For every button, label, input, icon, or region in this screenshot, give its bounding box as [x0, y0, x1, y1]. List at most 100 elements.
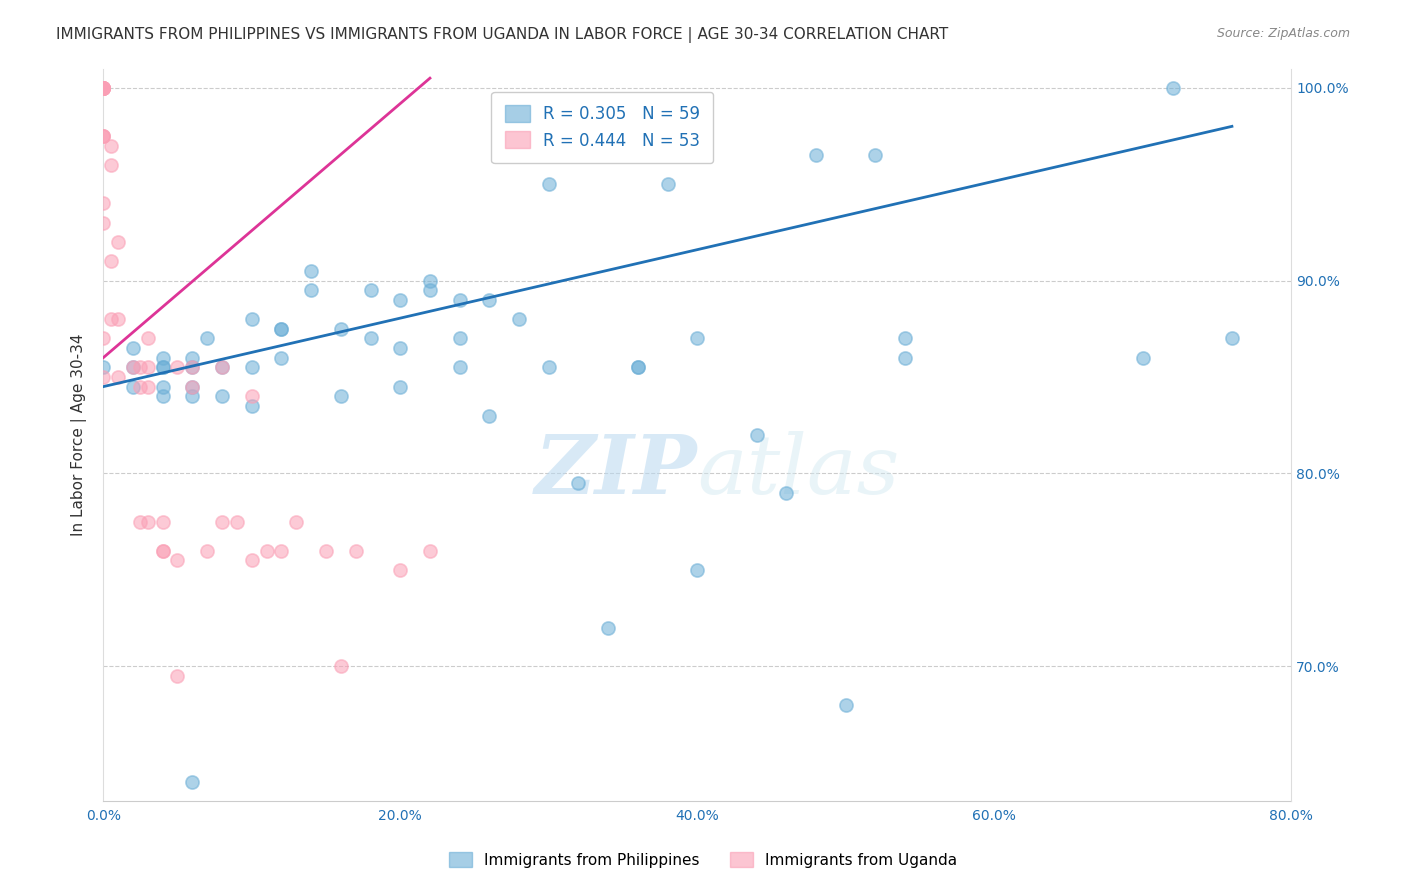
Point — [166, 360, 188, 375]
Point — [136, 331, 159, 345]
Point — [344, 543, 367, 558]
Point — [91, 80, 114, 95]
Point — [166, 553, 188, 567]
Point — [508, 312, 530, 326]
Point — [389, 293, 412, 307]
Point — [152, 351, 174, 365]
Point — [211, 360, 233, 375]
Point — [389, 563, 412, 577]
Point — [894, 331, 917, 345]
Point — [100, 158, 122, 172]
Point — [478, 293, 501, 307]
Point — [240, 553, 263, 567]
Point — [240, 312, 263, 326]
Point — [627, 360, 650, 375]
Point — [91, 128, 114, 143]
Point — [449, 331, 471, 345]
Text: ZIP: ZIP — [534, 432, 697, 511]
Point — [195, 543, 218, 558]
Point — [1161, 80, 1184, 95]
Point — [865, 148, 887, 162]
Point — [211, 360, 233, 375]
Point — [627, 360, 650, 375]
Point — [91, 196, 114, 211]
Point — [329, 659, 352, 673]
Point — [567, 476, 589, 491]
Point — [1220, 331, 1243, 345]
Point — [329, 389, 352, 403]
Point — [136, 360, 159, 375]
Point — [270, 322, 292, 336]
Y-axis label: In Labor Force | Age 30-34: In Labor Force | Age 30-34 — [72, 334, 87, 536]
Point — [315, 543, 337, 558]
Point — [107, 370, 129, 384]
Point — [91, 80, 114, 95]
Legend: R = 0.305   N = 59, R = 0.444   N = 53: R = 0.305 N = 59, R = 0.444 N = 53 — [491, 92, 713, 163]
Point — [835, 698, 858, 712]
Point — [181, 379, 204, 393]
Point — [152, 389, 174, 403]
Point — [419, 543, 441, 558]
Point — [181, 379, 204, 393]
Text: Source: ZipAtlas.com: Source: ZipAtlas.com — [1216, 27, 1350, 40]
Point — [91, 128, 114, 143]
Point — [329, 322, 352, 336]
Point — [152, 379, 174, 393]
Point — [657, 177, 679, 191]
Point — [152, 543, 174, 558]
Point — [225, 515, 247, 529]
Point — [91, 80, 114, 95]
Point — [91, 80, 114, 95]
Point — [270, 543, 292, 558]
Point — [181, 360, 204, 375]
Point — [686, 563, 709, 577]
Point — [598, 621, 620, 635]
Point — [91, 360, 114, 375]
Point — [299, 264, 322, 278]
Point — [91, 80, 114, 95]
Point — [91, 216, 114, 230]
Point — [1132, 351, 1154, 365]
Point — [122, 360, 145, 375]
Point — [129, 515, 152, 529]
Point — [256, 543, 278, 558]
Point — [389, 341, 412, 355]
Point — [136, 379, 159, 393]
Point — [360, 283, 382, 297]
Point — [152, 360, 174, 375]
Point — [240, 399, 263, 413]
Point — [270, 322, 292, 336]
Point — [299, 283, 322, 297]
Point — [181, 775, 204, 789]
Point — [122, 341, 145, 355]
Point — [122, 379, 145, 393]
Point — [91, 331, 114, 345]
Point — [240, 360, 263, 375]
Point — [122, 360, 145, 375]
Point — [419, 274, 441, 288]
Point — [136, 515, 159, 529]
Point — [152, 543, 174, 558]
Point — [478, 409, 501, 423]
Point — [107, 235, 129, 249]
Point — [129, 360, 152, 375]
Legend: Immigrants from Philippines, Immigrants from Uganda: Immigrants from Philippines, Immigrants … — [441, 844, 965, 875]
Point — [270, 351, 292, 365]
Point — [152, 360, 174, 375]
Point — [129, 379, 152, 393]
Point — [686, 331, 709, 345]
Point — [100, 138, 122, 153]
Point — [100, 312, 122, 326]
Point — [107, 312, 129, 326]
Point — [804, 148, 827, 162]
Point — [91, 80, 114, 95]
Point — [745, 427, 768, 442]
Point — [449, 293, 471, 307]
Text: IMMIGRANTS FROM PHILIPPINES VS IMMIGRANTS FROM UGANDA IN LABOR FORCE | AGE 30-34: IMMIGRANTS FROM PHILIPPINES VS IMMIGRANT… — [56, 27, 949, 43]
Point — [419, 283, 441, 297]
Point — [181, 360, 204, 375]
Text: atlas: atlas — [697, 432, 900, 511]
Point — [775, 485, 797, 500]
Point — [240, 389, 263, 403]
Point — [285, 515, 308, 529]
